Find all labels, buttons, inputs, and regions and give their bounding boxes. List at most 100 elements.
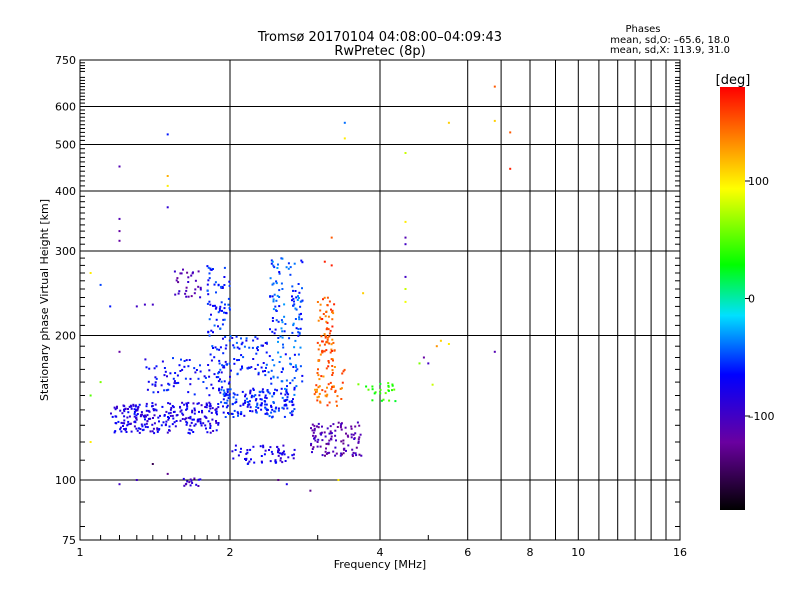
data-point bbox=[254, 336, 257, 339]
data-point bbox=[324, 315, 327, 318]
data-point bbox=[272, 264, 275, 267]
axis-ticks bbox=[80, 62, 680, 540]
data-point bbox=[227, 303, 230, 306]
data-point bbox=[351, 448, 354, 451]
data-point bbox=[133, 425, 136, 428]
data-point bbox=[193, 424, 196, 427]
data-point bbox=[215, 407, 218, 410]
data-point bbox=[323, 333, 326, 336]
data-point bbox=[273, 293, 276, 296]
data-point bbox=[199, 296, 202, 299]
data-point bbox=[371, 399, 374, 402]
data-point bbox=[286, 398, 289, 401]
data-point bbox=[321, 389, 324, 392]
data-point bbox=[291, 295, 293, 298]
data-point bbox=[156, 428, 159, 431]
data-point bbox=[509, 167, 512, 170]
data-point bbox=[238, 359, 240, 361]
data-point bbox=[269, 277, 272, 280]
data-point bbox=[210, 268, 213, 271]
data-point bbox=[160, 424, 163, 427]
data-point bbox=[209, 427, 212, 429]
data-point bbox=[250, 396, 253, 399]
data-point bbox=[226, 391, 229, 394]
data-point bbox=[135, 414, 138, 417]
data-point bbox=[208, 405, 211, 408]
data-point bbox=[379, 392, 382, 395]
data-point bbox=[253, 461, 256, 464]
data-point bbox=[330, 435, 333, 438]
data-point bbox=[335, 439, 337, 442]
data-point bbox=[268, 449, 270, 451]
data-point bbox=[252, 387, 255, 390]
stats-heading: Phases bbox=[625, 24, 660, 35]
data-point bbox=[119, 409, 122, 412]
data-point bbox=[313, 427, 316, 430]
data-point bbox=[164, 370, 167, 373]
data-point bbox=[295, 296, 298, 299]
data-point bbox=[208, 401, 211, 404]
data-point bbox=[190, 295, 193, 298]
data-point bbox=[171, 405, 174, 407]
data-point bbox=[333, 366, 336, 368]
data-point bbox=[251, 410, 254, 413]
data-point bbox=[285, 379, 288, 382]
data-point bbox=[273, 410, 276, 413]
data-point bbox=[224, 394, 227, 397]
data-point bbox=[180, 272, 183, 275]
data-point bbox=[322, 313, 325, 315]
data-point bbox=[186, 421, 189, 424]
y-tick-label: 400 bbox=[55, 185, 76, 198]
data-point bbox=[342, 452, 345, 455]
data-point bbox=[339, 424, 342, 427]
data-point bbox=[199, 286, 202, 289]
data-point bbox=[315, 384, 318, 387]
data-point bbox=[330, 236, 333, 239]
data-point bbox=[393, 388, 396, 391]
data-point bbox=[209, 407, 212, 410]
data-point bbox=[279, 459, 282, 462]
data-point bbox=[227, 394, 230, 397]
data-point bbox=[214, 281, 217, 284]
data-point bbox=[271, 317, 274, 319]
data-point bbox=[299, 300, 302, 303]
data-point bbox=[176, 277, 179, 280]
data-point bbox=[262, 444, 265, 447]
data-point bbox=[331, 318, 334, 321]
data-point bbox=[194, 371, 197, 374]
data-point bbox=[243, 345, 246, 348]
data-point bbox=[114, 430, 117, 433]
data-point bbox=[181, 418, 184, 420]
data-point bbox=[179, 419, 182, 422]
data-point bbox=[199, 420, 202, 423]
data-point bbox=[122, 422, 125, 425]
data-point bbox=[278, 452, 281, 455]
data-point bbox=[277, 409, 280, 412]
data-point bbox=[270, 382, 273, 385]
data-point bbox=[255, 406, 258, 408]
data-point bbox=[256, 346, 259, 348]
data-point bbox=[291, 285, 294, 288]
data-point bbox=[277, 407, 280, 410]
data-point bbox=[317, 359, 320, 362]
data-point bbox=[274, 459, 277, 462]
data-point bbox=[316, 425, 319, 428]
data-point bbox=[346, 434, 349, 437]
x-tick-label: 1 bbox=[77, 546, 84, 559]
colorbar bbox=[720, 87, 745, 510]
data-point bbox=[260, 402, 263, 405]
data-point bbox=[293, 448, 296, 451]
data-point bbox=[161, 405, 164, 408]
data-point bbox=[335, 452, 338, 455]
data-point bbox=[299, 365, 302, 368]
data-point bbox=[151, 430, 154, 433]
data-point bbox=[323, 343, 326, 346]
data-point bbox=[270, 262, 273, 265]
data-point bbox=[242, 403, 245, 406]
data-point bbox=[133, 412, 136, 415]
data-point bbox=[259, 398, 262, 401]
data-point bbox=[264, 394, 267, 397]
data-point bbox=[210, 411, 213, 414]
data-point bbox=[130, 407, 133, 410]
data-point bbox=[166, 206, 169, 209]
